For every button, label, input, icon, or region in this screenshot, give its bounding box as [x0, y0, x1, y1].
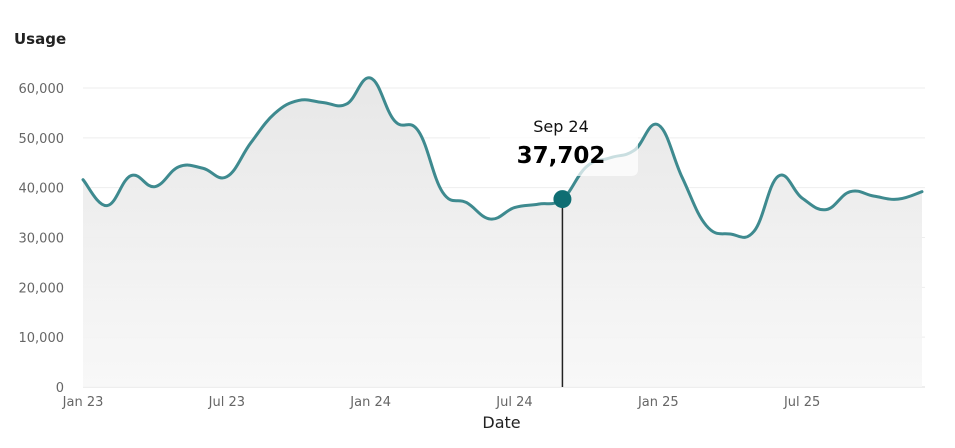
hover-marker[interactable]	[553, 190, 572, 209]
data-point[interactable]	[393, 119, 397, 123]
y-tick-label: 50,000	[19, 132, 65, 147]
y-axis-ticks: 0 10,000 20,000 30,000 40,000 50,000 60,000	[19, 82, 65, 396]
data-point[interactable]	[824, 208, 828, 212]
data-point[interactable]	[728, 232, 732, 236]
data-point[interactable]	[489, 217, 493, 221]
x-axis-ticks: Jan 23 Jul 23 Jan 24 Jul 24 Jan 25 Jul 25	[62, 395, 821, 410]
tooltip	[490, 112, 638, 176]
data-point[interactable]	[153, 185, 157, 189]
data-point[interactable]	[369, 76, 373, 80]
data-point[interactable]	[896, 197, 900, 201]
y-tick-label: 10,000	[19, 331, 65, 346]
data-point[interactable]	[465, 201, 469, 205]
data-point[interactable]	[201, 166, 205, 170]
y-tick-label: 20,000	[19, 281, 65, 296]
data-point[interactable]	[345, 102, 349, 106]
y-tick-label: 40,000	[19, 182, 65, 197]
data-point[interactable]	[512, 206, 516, 210]
data-point[interactable]	[920, 190, 924, 194]
x-tick-label: Jul 23	[208, 395, 245, 410]
data-point[interactable]	[249, 141, 253, 145]
data-point[interactable]	[800, 196, 804, 200]
y-axis-title: Usage	[14, 30, 67, 48]
data-point[interactable]	[704, 224, 708, 228]
y-tick-label: 30,000	[19, 232, 65, 247]
series-line	[81, 76, 924, 239]
data-point[interactable]	[321, 100, 325, 104]
data-point[interactable]	[417, 129, 421, 133]
data-point[interactable]	[848, 190, 852, 194]
y-tick-label: 60,000	[19, 82, 65, 97]
tooltip-value: 37,702	[516, 143, 606, 169]
tooltip-date: Sep 24	[533, 117, 589, 136]
data-point[interactable]	[680, 176, 684, 180]
data-point[interactable]	[297, 98, 301, 102]
data-point[interactable]	[177, 165, 181, 169]
x-tick-label: Jul 24	[495, 395, 532, 410]
data-point[interactable]	[776, 174, 780, 178]
x-tick-label: Jul 25	[783, 395, 820, 410]
x-tick-label: Jan 25	[637, 395, 679, 410]
data-point[interactable]	[656, 123, 660, 127]
data-point[interactable]	[129, 174, 133, 178]
x-tick-label: Jan 24	[349, 395, 391, 410]
data-point[interactable]	[273, 111, 277, 115]
data-point[interactable]	[225, 175, 229, 179]
x-tick-label: Jan 23	[62, 395, 104, 410]
data-point[interactable]	[81, 178, 85, 182]
x-axis-title: Date	[482, 413, 521, 432]
data-point[interactable]	[441, 190, 445, 194]
area-fill	[83, 77, 922, 387]
y-tick-label: 0	[56, 381, 64, 396]
data-point[interactable]	[872, 194, 876, 198]
data-point[interactable]	[752, 229, 756, 233]
data-point[interactable]	[105, 204, 109, 208]
data-point[interactable]	[536, 202, 540, 206]
